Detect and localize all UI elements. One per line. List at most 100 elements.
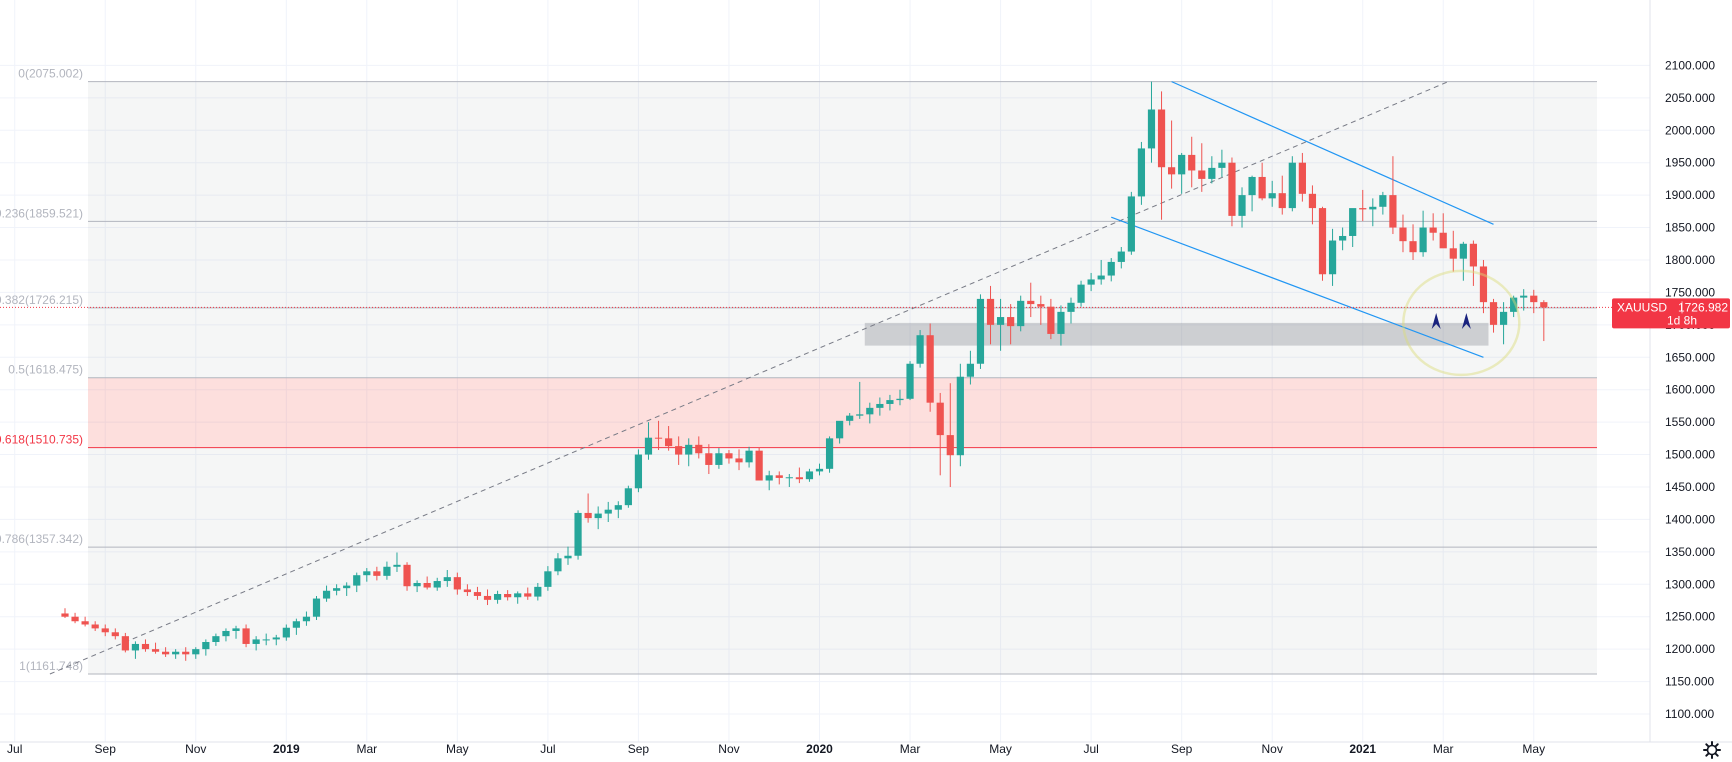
candle (1097, 259, 1105, 285)
x-tick-label: Jul (540, 742, 555, 756)
candle (101, 624, 109, 637)
candle (363, 568, 371, 582)
candle-body (141, 643, 150, 650)
fib-level-label: 0.5(1618.475) (8, 363, 83, 377)
candle-body (926, 335, 934, 403)
channel-upper-line (1171, 81, 1494, 225)
y-tick-label: 1400.000 (1665, 512, 1715, 526)
candle-body (1449, 248, 1457, 259)
candle (312, 595, 321, 620)
candle-body (504, 594, 512, 598)
candle (514, 591, 522, 604)
candle (594, 506, 602, 530)
candle (1117, 247, 1125, 269)
candle-body (896, 398, 904, 401)
settings-gear-icon[interactable] (1703, 741, 1721, 759)
candle-body (1379, 195, 1387, 207)
candle-body (825, 438, 834, 469)
candle (1409, 224, 1417, 260)
candle-body (242, 628, 250, 644)
candle (976, 294, 985, 369)
candle-body (1027, 300, 1035, 305)
candle (1459, 241, 1467, 281)
candle-body (1268, 193, 1276, 199)
candle-body (574, 512, 582, 556)
candle (262, 633, 270, 646)
candle (333, 584, 341, 596)
candle-body (162, 651, 170, 655)
candle (735, 449, 743, 471)
candle (1017, 295, 1025, 332)
candle-body (1429, 227, 1437, 233)
candle (554, 553, 562, 576)
candle-body (222, 630, 230, 637)
candle (1218, 149, 1226, 177)
candle (91, 621, 99, 631)
countdown-label: 1d 8h (1667, 313, 1697, 327)
candle-body (725, 453, 733, 459)
candle (654, 420, 663, 451)
candle-body (1399, 227, 1407, 242)
fib-band (88, 81, 1597, 222)
candle-body (1439, 232, 1447, 249)
fib-band (88, 547, 1597, 674)
candle (1439, 213, 1447, 249)
candle (81, 616, 89, 627)
candle-body (463, 589, 471, 593)
candle-body (785, 477, 793, 479)
candle-body (755, 450, 763, 481)
candle (1258, 162, 1266, 201)
y-tick-label: 1900.000 (1665, 188, 1715, 202)
x-tick-label: 2020 (806, 742, 833, 756)
candle-body (343, 585, 351, 589)
candle-body (956, 376, 964, 456)
candle-body (906, 363, 914, 399)
candle (1489, 298, 1498, 333)
candle-body (71, 616, 79, 622)
candle-body (554, 558, 562, 572)
candle (1359, 189, 1367, 222)
candle-body (1540, 302, 1548, 308)
candle-body (866, 407, 874, 415)
candle-body (312, 598, 321, 617)
candle (755, 447, 763, 481)
candle-body (634, 454, 643, 489)
candle-body (594, 513, 602, 519)
candle-body (1178, 154, 1186, 175)
y-tick-label: 1300.000 (1665, 577, 1715, 591)
y-tick-label: 2050.000 (1665, 91, 1715, 105)
x-axis: Jul Sep Nov 2019 Mar May Jul Sep Nov 2020 Mar May Ju… (0, 741, 1732, 756)
candle (936, 392, 944, 476)
candle (1228, 157, 1236, 227)
candle-body (81, 621, 89, 625)
symbol-label: XAUUSD (1617, 300, 1667, 314)
candle-body (1328, 240, 1337, 275)
candle-body (1479, 266, 1488, 303)
candle (1157, 91, 1166, 220)
candle-body (916, 335, 924, 364)
candle (1198, 143, 1206, 192)
candle (373, 566, 381, 581)
candle-body (433, 581, 441, 588)
candle (61, 608, 69, 619)
candle-body (1369, 206, 1377, 210)
candle (1067, 297, 1075, 324)
candle (1419, 210, 1427, 257)
candle-body (735, 458, 743, 463)
candle-body (1117, 251, 1125, 262)
candle-body (856, 414, 864, 416)
candle-body (1339, 235, 1347, 241)
candle-body (1318, 208, 1327, 275)
candle (71, 612, 79, 624)
candle-body (976, 298, 985, 364)
up-arrow-icon (1461, 313, 1471, 329)
candle (956, 363, 964, 467)
candle (866, 402, 874, 424)
candle (1298, 152, 1306, 202)
candle (1349, 208, 1357, 248)
fib-level-label: 0(2075.002) (18, 67, 83, 81)
candle-body (1007, 317, 1015, 327)
candle (322, 585, 331, 602)
